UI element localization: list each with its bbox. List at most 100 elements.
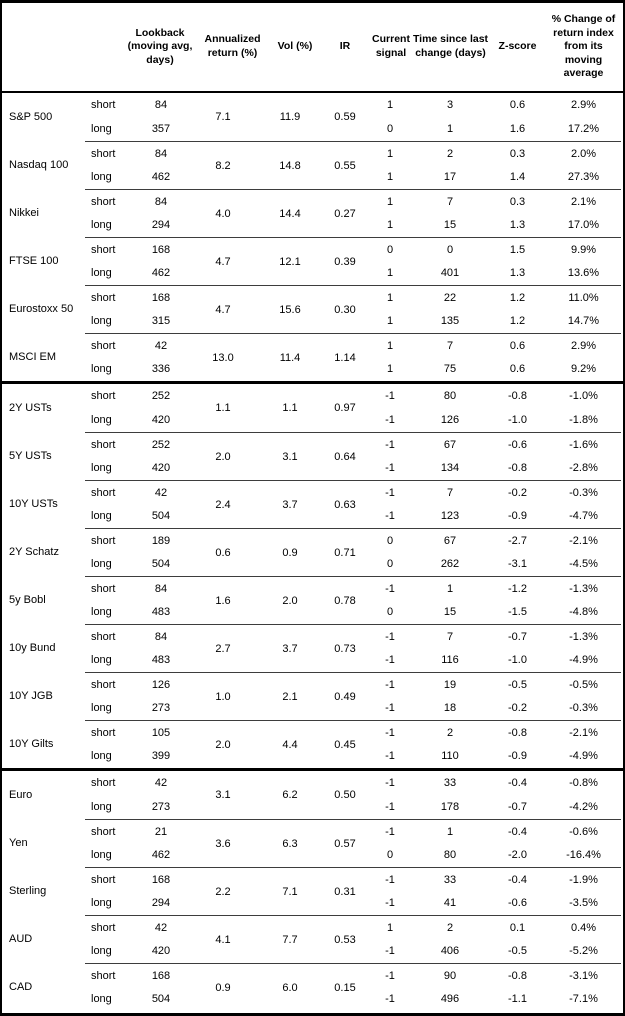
asset-name: 5y Bobl [9, 594, 46, 606]
lookback-value: 294 [151, 219, 171, 231]
leg-label: long [91, 849, 112, 861]
pct-change-value: -0.3% [569, 702, 598, 714]
leg-label: long [91, 558, 112, 570]
leg-label: long [91, 462, 112, 474]
time-since-change-value: 1 [411, 576, 489, 600]
lookback-value: 42 [154, 777, 168, 789]
signal-value: 0 [386, 558, 394, 570]
pct-change-value: -3.1% [546, 963, 621, 987]
lookback-value: 462 [151, 171, 171, 183]
leg-label: short [85, 285, 135, 309]
lookback-value: 252 [135, 432, 187, 456]
signal-value: -1 [385, 750, 395, 762]
vol-value: 11.9 [279, 111, 301, 123]
asset-block: Sterling 2.2 7.1 0.31 short 168 -1 33 -0.4 -1.9% l… [2, 867, 623, 915]
zscore-value: -3.1 [508, 558, 527, 570]
zscore-value: 0.3 [489, 189, 546, 213]
signal-value: 0 [386, 606, 394, 618]
ir-value: 0.39 [321, 237, 369, 285]
leg-label: long [91, 510, 112, 522]
vol-value: 6.2 [282, 789, 298, 801]
header-annualized-return: Annualized return (%) [204, 33, 261, 59]
pct-change-value: -1.0% [569, 390, 598, 402]
zscore-value: -0.4 [489, 867, 546, 891]
asset-block: Eurostoxx 50 4.7 15.6 0.30 short 168 1 22 1.2 11.… [2, 285, 623, 333]
asset-block: 2Y USTs 1.1 1.1 0.97 short 252 -1 80 -0.8 -1.0% lo… [2, 384, 623, 432]
header-vol: Vol (%) [277, 40, 313, 53]
signal-value: -1 [385, 777, 395, 789]
time-since-change-value: 1 [446, 123, 454, 135]
zscore-value: 0.6 [509, 99, 526, 111]
annualized-return-value: 1.1 [215, 402, 231, 414]
signal-value: -1 [369, 867, 411, 891]
lookback-value: 105 [135, 720, 187, 744]
leg-label: long [91, 945, 112, 957]
zscore-value: 1.2 [489, 285, 546, 309]
vol-value: 6.3 [259, 819, 321, 867]
leg-label: short [85, 141, 135, 165]
annualized-return-value: 4.7 [187, 237, 259, 285]
lookback-value: 420 [151, 414, 171, 426]
zscore-value: -1.0 [508, 654, 527, 666]
pct-change-value: -1.6% [546, 432, 621, 456]
time-since-change-value: 123 [440, 510, 460, 522]
ir-value: 0.64 [321, 432, 369, 480]
lookback-value: 420 [151, 945, 171, 957]
asset-name: Eurostoxx 50 [9, 303, 74, 315]
zscore-value: -0.6 [508, 897, 527, 909]
asset-block: Euro 3.1 6.2 0.50 short 42 -1 33 -0.4 -0.8% long 27… [2, 771, 623, 819]
vol-value: 2.1 [259, 672, 321, 720]
time-since-change-value: 2 [411, 915, 489, 939]
ir-value: 0.97 [334, 402, 356, 414]
asset-name: 10Y USTs [9, 498, 58, 510]
vol-value: 7.7 [259, 915, 321, 963]
asset-name: 2Y USTs [9, 402, 52, 414]
lookback-value: 168 [135, 285, 187, 309]
time-since-change-value: 406 [440, 945, 460, 957]
leg-label: long [91, 123, 112, 135]
time-since-change-value: 3 [446, 99, 454, 111]
asset-name: 10Y JGB [9, 690, 53, 702]
leg-label: short [85, 237, 135, 261]
lookback-value: 504 [151, 993, 171, 1005]
zscore-value: -0.2 [508, 702, 527, 714]
ir-value: 0.55 [321, 141, 369, 189]
header-ir: IR [339, 40, 351, 53]
time-since-change-value: 7 [411, 333, 489, 357]
ir-value: 0.27 [321, 189, 369, 237]
annualized-return-value: 13.0 [187, 333, 259, 381]
zscore-value: -0.5 [489, 672, 546, 696]
signal-value: 1 [386, 315, 394, 327]
asset-name: Nikkei [9, 207, 39, 219]
pct-change-value: 14.7% [567, 315, 600, 327]
lookback-value: 462 [151, 849, 171, 861]
asset-block: 2Y Schatz 0.6 0.9 0.71 short 189 0 67 -2.7 -2.1% l… [2, 528, 623, 576]
asset-block: Nasdaq 100 8.2 14.8 0.55 short 84 1 2 0.3 2.0% lon… [2, 141, 623, 189]
ir-value: 0.30 [321, 285, 369, 333]
pct-change-value: 27.3% [567, 171, 600, 183]
asset-block: S&P 500 7.1 11.9 0.59 short 84 1 3 0.6 2.9% long 35… [2, 93, 623, 141]
pct-change-value: 9.9% [546, 237, 621, 261]
lookback-value: 42 [135, 333, 187, 357]
leg-label: short [91, 99, 116, 111]
leg-label: short [85, 720, 135, 744]
ir-value: 0.73 [321, 624, 369, 672]
time-since-change-value: 67 [411, 432, 489, 456]
signal-value: 1 [386, 219, 394, 231]
annualized-return-value: 1.6 [187, 576, 259, 624]
zscore-value: -1.0 [508, 414, 527, 426]
signal-value: -1 [369, 624, 411, 648]
zscore-value: -0.9 [508, 510, 527, 522]
ir-value: 1.14 [321, 333, 369, 381]
signal-value: 1 [369, 285, 411, 309]
pct-change-value: 2.9% [570, 99, 597, 111]
signal-value: -1 [369, 672, 411, 696]
time-since-change-value: 19 [411, 672, 489, 696]
pct-change-value: -0.8% [569, 777, 598, 789]
time-since-change-value: 80 [443, 390, 457, 402]
leg-label: long [91, 750, 112, 762]
asset-name: Yen [9, 837, 28, 849]
ir-value: 0.78 [321, 576, 369, 624]
zscore-value: -1.5 [508, 606, 527, 618]
asset-block: 5Y USTs 2.0 3.1 0.64 short 252 -1 67 -0.6 -1.6% lo… [2, 432, 623, 480]
